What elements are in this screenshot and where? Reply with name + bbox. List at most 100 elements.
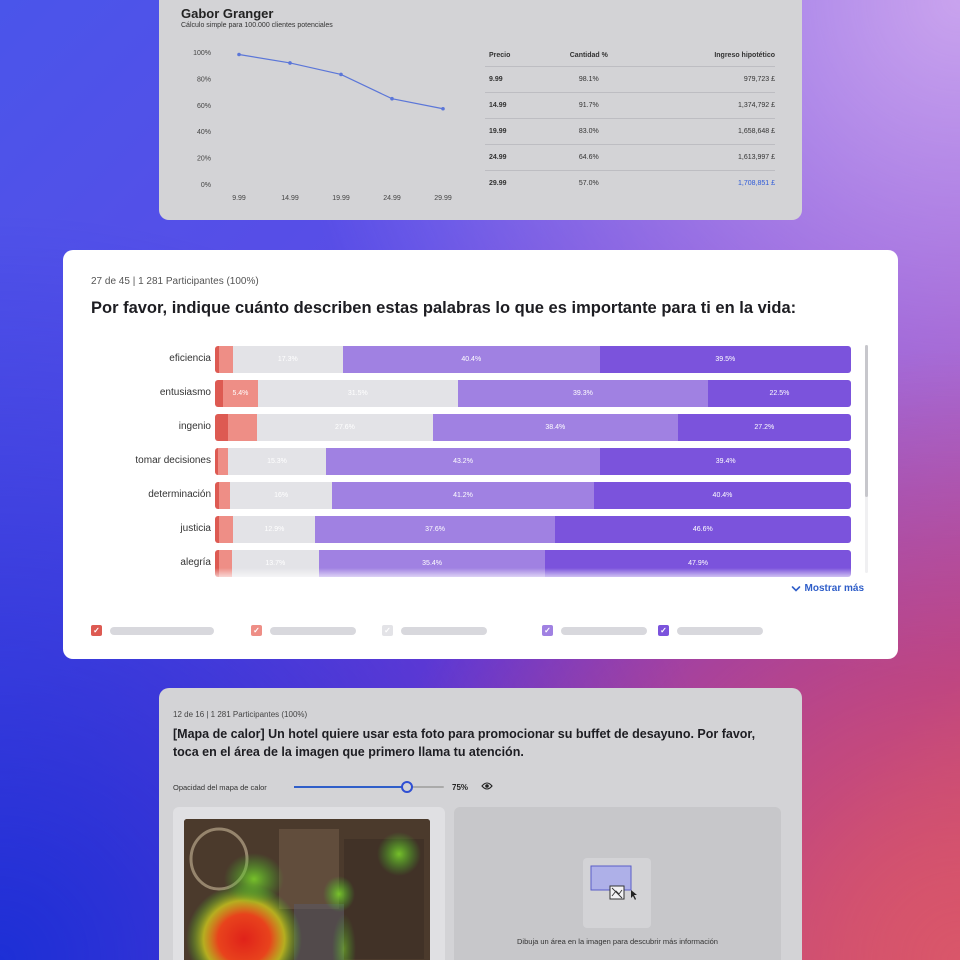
bar-segment[interactable]: 15.3% (228, 448, 326, 475)
checkbox-checked-icon[interactable]: ✓ (658, 625, 669, 636)
bar-row: entusiasmo 5.4% 31.5% 39.3% 22.5% (63, 380, 898, 407)
bar-category-label: entusiasmo (159, 387, 211, 398)
stacked-bar: 17.3% 40.4% 39.5% (215, 346, 851, 373)
bar-segment[interactable]: 37.6% (315, 516, 555, 543)
table-cell: 9.99 (485, 66, 545, 93)
legend-item[interactable]: ✓ (542, 625, 647, 636)
chart-fade-overlay (163, 568, 868, 582)
checkbox-checked-icon[interactable]: ✓ (251, 625, 262, 636)
bar-segment[interactable] (227, 414, 258, 441)
stacked-bar: 27.6% 38.4% 27.2% (215, 414, 851, 441)
bar-category-label: alegría (180, 557, 211, 568)
card-subtitle: Cálculo simple para 100.000 clientes pot… (181, 22, 333, 29)
y-tick-label: 100% (193, 50, 211, 57)
question-title: Por favor, indique cuánto describen esta… (91, 299, 797, 317)
bar-segment[interactable]: 27.2% (677, 414, 851, 441)
bar-segment[interactable]: 41.2% (331, 482, 595, 509)
bar-segment[interactable]: 17.3% (232, 346, 343, 373)
bar-segment[interactable]: 12.9% (233, 516, 316, 543)
legend-item[interactable]: ✓ (382, 625, 487, 636)
legend-label-placeholder (677, 626, 763, 635)
table-cell: 91.7% (544, 92, 634, 119)
show-more-label: Mostrar más (804, 583, 864, 594)
legend-item[interactable]: ✓ (658, 625, 763, 636)
bar-segment[interactable] (215, 380, 224, 407)
legend-label-placeholder (401, 626, 487, 635)
checkbox-checked-icon[interactable]: ✓ (382, 625, 393, 636)
bar-segment[interactable]: 39.4% (600, 448, 851, 475)
stacked-bar: 12.9% 37.6% 46.6% (215, 516, 851, 543)
bar-segment[interactable] (215, 550, 219, 577)
y-tick-label: 20% (197, 156, 211, 163)
table-cell: 98.1% (544, 66, 634, 93)
bar-segment[interactable]: 40.4% (342, 346, 600, 373)
data-point (441, 106, 445, 111)
bar-segment[interactable] (215, 516, 219, 543)
bar-segment[interactable]: 31.5% (257, 380, 458, 407)
stacked-bar: 15.3% 43.2% 39.4% (215, 448, 851, 475)
y-tick-label: 80% (197, 76, 211, 83)
bar-segment[interactable] (218, 448, 229, 475)
table-row: 14.99 91.7% 1,374,792 £ (485, 92, 775, 119)
card-title: Gabor Granger (181, 6, 274, 21)
bar-segment[interactable]: 27.6% (257, 414, 433, 441)
legend-label-placeholder (561, 626, 647, 635)
data-point (237, 52, 241, 57)
bar-category-label: eficiencia (169, 353, 211, 364)
legend-item[interactable]: ✓ (91, 625, 214, 636)
table-header-cell: Ingreso hipotético (633, 46, 775, 67)
heatmap-overlay (184, 819, 430, 960)
table-cell: 1,708,851 £ (738, 179, 775, 187)
stacked-bar: 16% 41.2% 40.4% (215, 482, 851, 509)
bar-segment[interactable]: 43.2% (325, 448, 601, 475)
bar-segment[interactable] (219, 346, 233, 373)
bar-row: tomar decisiones 15.3% 43.2% 39.4% (63, 448, 898, 475)
opacity-slider-fill (294, 786, 407, 788)
bar-segment[interactable] (215, 448, 219, 475)
gabor-table: Precio Cantidad % Ingreso hipotético 9.99 9… (485, 46, 775, 196)
scrollbar-thumb[interactable] (865, 345, 868, 497)
bar-segment[interactable]: 38.4% (432, 414, 678, 441)
bar-segment[interactable]: 22.5% (707, 380, 851, 407)
bar-segment[interactable] (215, 414, 228, 441)
bar-segment[interactable]: 5.4% (223, 380, 258, 407)
legend-item[interactable]: ✓ (251, 625, 356, 636)
data-point (390, 96, 394, 101)
opacity-slider-handle[interactable] (400, 781, 413, 793)
bar-segment[interactable] (219, 482, 231, 509)
legend-label-placeholder (270, 626, 356, 635)
bar-segment[interactable] (218, 516, 234, 543)
table-row: 9.99 98.1% 979,723 £ (485, 66, 775, 93)
table-cell: 979,723 £ (633, 66, 775, 93)
bar-segment[interactable] (215, 346, 220, 373)
x-tick-label: 14.99 (281, 195, 299, 202)
bar-segment[interactable]: 46.6% (554, 516, 851, 543)
table-cell: 29.99 (489, 179, 507, 187)
gabor-granger-card: Gabor Granger Cálculo simple para 100.00… (159, 0, 802, 220)
table-cell: 1,374,792 £ (633, 92, 775, 119)
show-more-button[interactable]: Mostrar más (791, 583, 864, 594)
bar-segment[interactable]: 16% (230, 482, 332, 509)
table-row: 19.99 83.0% 1,658,648 £ (485, 118, 775, 145)
bar-row: determinación 16% 41.2% 40.4% (63, 482, 898, 509)
bar-row: ingenio 27.6% 38.4% 27.2% (63, 414, 898, 441)
table-cell: 83.0% (544, 118, 634, 145)
draw-area-illustration (583, 858, 651, 928)
gabor-line-chart: 0% 20% 40% 60% 80% 100% 9.99 14.99 19.99 24.99 29.… (193, 50, 452, 202)
x-tick-label: 19.99 (332, 195, 350, 202)
checkbox-checked-icon[interactable]: ✓ (91, 625, 102, 636)
bar-segment[interactable]: 39.3% (457, 380, 708, 407)
question-meta: 27 de 45 | 1 281 Participantes (100%) (91, 276, 259, 287)
x-tick-label: 29.99 (434, 195, 452, 202)
draw-area-hint: Dibuja un área en la imagen para descubr… (517, 937, 718, 946)
bar-segment[interactable] (215, 482, 220, 509)
bar-segment[interactable]: 40.4% (594, 482, 851, 509)
breakfast-photo[interactable] (184, 819, 430, 960)
bar-segment[interactable]: 39.5% (599, 346, 851, 373)
survey-card: 27 de 45 | 1 281 Participantes (100%) Po… (63, 250, 898, 659)
stacked-bar: 5.4% 31.5% 39.3% 22.5% (215, 380, 851, 407)
opacity-label: Opacidad del mapa de calor (173, 783, 267, 792)
table-cell: 19.99 (485, 118, 545, 145)
checkbox-checked-icon[interactable]: ✓ (542, 625, 553, 636)
eye-icon[interactable] (481, 781, 493, 791)
